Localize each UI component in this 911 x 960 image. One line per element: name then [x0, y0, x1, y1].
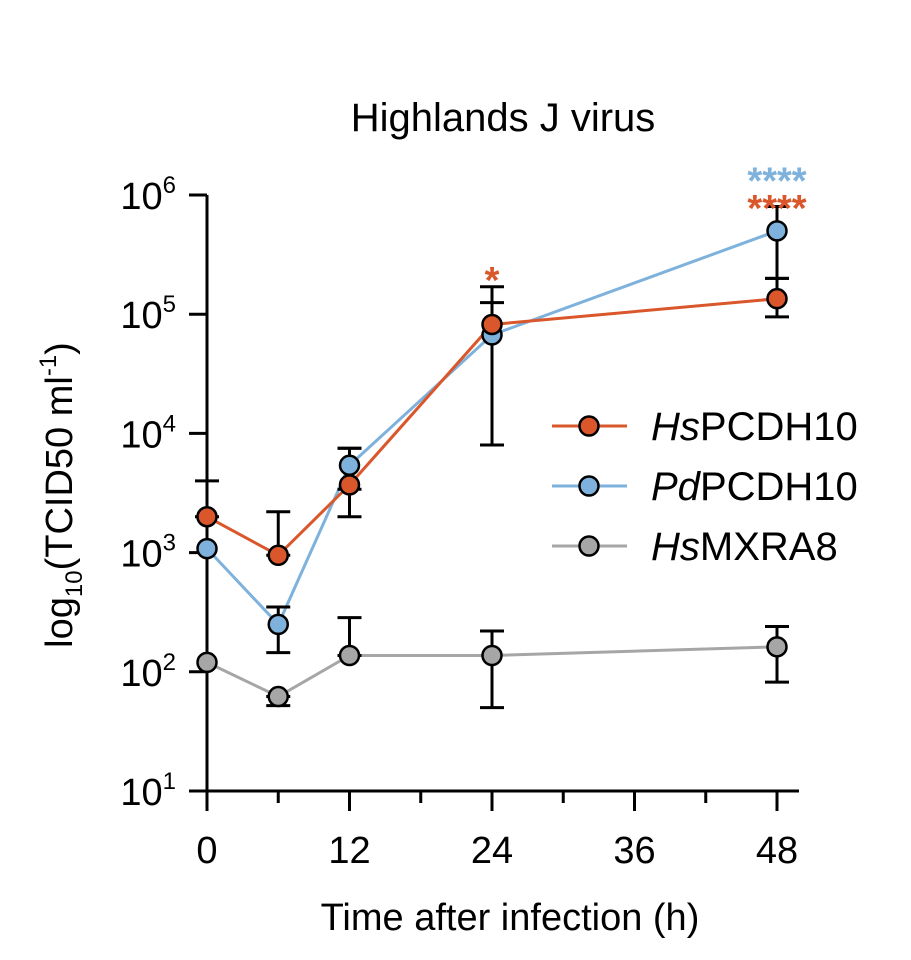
significance-marker: ****: [747, 161, 806, 203]
data-point: [481, 313, 503, 336]
legend-label: HsMXRA8: [651, 525, 838, 569]
axes: 101 102 103 104 105 106 0 12 24 36 48: [120, 172, 799, 872]
legend-marker: [578, 475, 600, 497]
y-tick-label: 101: [120, 768, 176, 814]
x-tick-label: 12: [328, 830, 370, 872]
legend-label: PdPCDH10: [651, 465, 858, 509]
legend-marker: [578, 535, 600, 557]
significance-marker: ****: [747, 188, 806, 230]
data-point: [338, 474, 361, 496]
data-point: [338, 644, 361, 667]
legend: HsPCDH10 PdPCDH10 HsMXRA8: [552, 405, 858, 569]
significance-annotations: *********: [485, 161, 807, 302]
data-point: [267, 544, 289, 567]
data-point: [766, 636, 788, 658]
legend-label: HsPCDH10: [651, 405, 858, 449]
legend-marker: [578, 415, 600, 437]
data-point: [196, 537, 218, 560]
y-tick-label: 106: [120, 172, 176, 218]
data-point: [267, 613, 289, 636]
x-axis-label: Time after infection (h): [321, 897, 700, 939]
x-tick-label: 0: [196, 830, 217, 872]
significance-marker: *: [485, 260, 500, 302]
y-tick-label: 105: [120, 291, 176, 337]
y-axis-label: log10(TCID50 ml-1): [35, 342, 88, 648]
chart-title: Highlands J virus: [351, 96, 656, 140]
data-point: [766, 220, 788, 242]
x-tick-label: 24: [471, 830, 513, 872]
y-tick-label: 102: [120, 649, 176, 695]
x-tick-label: 48: [756, 830, 798, 872]
data-point: [196, 505, 218, 528]
data-point: [766, 287, 788, 310]
data-point: [196, 651, 218, 674]
data-point: [338, 454, 361, 477]
data-point: [481, 644, 503, 667]
y-tick-label: 103: [120, 530, 176, 576]
data-point: [267, 685, 289, 708]
x-tick-label: 36: [613, 830, 655, 872]
data-points: [196, 220, 788, 708]
y-tick-label: 104: [120, 410, 176, 456]
